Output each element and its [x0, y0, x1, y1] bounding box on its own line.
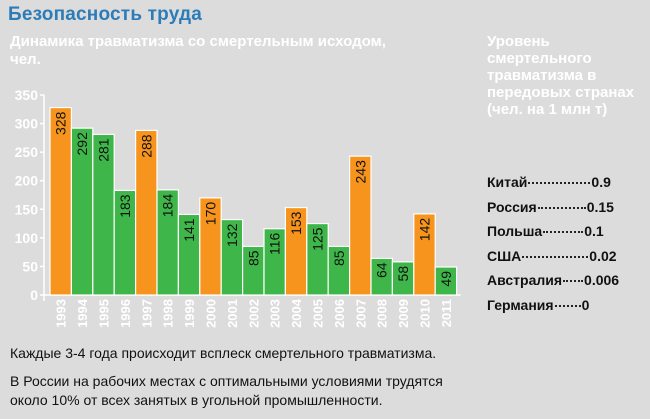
bar-value-label: 58 — [395, 266, 411, 282]
leader-dots — [537, 206, 586, 209]
rate-item-poland: Польша 0.1 — [487, 223, 647, 248]
rate-item-china: Китай 0.9 — [487, 174, 647, 199]
bar-value-label: 141 — [181, 218, 197, 242]
rate-country: Австралия — [487, 272, 563, 289]
rate-country: Германия — [487, 296, 554, 313]
chart-title: Динамика травматизма со смертельным исхо… — [10, 33, 386, 68]
rate-value: 0.9 — [591, 174, 611, 190]
bar-value-label: 142 — [417, 218, 433, 242]
x-tick-label: 2005 — [311, 299, 326, 328]
y-tick-label: 100 — [15, 230, 39, 246]
x-tick-label: 1995 — [97, 299, 112, 328]
rate-item-russia: Россия 0.15 — [487, 199, 647, 224]
x-tick-label: 1993 — [54, 299, 69, 328]
y-tick-label: 50 — [22, 258, 38, 274]
y-tick-label: 350 — [15, 87, 39, 103]
rate-item-germany: Германия 0 — [487, 297, 647, 322]
leader-dots — [528, 182, 591, 184]
bar-value-label: 292 — [74, 132, 90, 156]
x-tick-label: 2009 — [396, 299, 411, 328]
rate-value: 0.15 — [586, 198, 614, 215]
bar-value-label: 125 — [310, 227, 326, 251]
x-tick-label: 2006 — [332, 299, 347, 328]
leader-dots — [543, 231, 584, 234]
rate-country: Россия — [487, 198, 537, 215]
bar-value-label: 153 — [288, 211, 304, 235]
leader-dots — [554, 304, 581, 307]
bar — [434, 266, 458, 296]
bar-value-label: 184 — [160, 194, 176, 218]
leader-dots — [563, 280, 584, 283]
x-tick-label: 2004 — [289, 298, 304, 328]
bar-value-label: 288 — [138, 134, 154, 158]
rate-value: 0.02 — [589, 247, 617, 264]
x-tick-label: 1997 — [139, 299, 154, 328]
x-tick-label: 2008 — [375, 299, 390, 328]
bar-value-label: 64 — [374, 262, 390, 278]
x-tick-label: 1996 — [118, 299, 133, 328]
x-tick-label: 2003 — [268, 299, 283, 328]
side-title: Уровень смертельного травматизма в перед… — [487, 33, 635, 118]
bar-value-label: 183 — [117, 194, 133, 218]
bar-value-label: 132 — [224, 223, 240, 247]
bar — [349, 155, 372, 296]
bar-value-label: 243 — [352, 160, 368, 184]
x-tick-label: 2002 — [246, 299, 261, 328]
y-tick-label: 0 — [30, 287, 38, 303]
rate-item-usa: США 0.02 — [487, 248, 647, 273]
y-tick-label: 300 — [15, 116, 39, 132]
fatality-bar-chart: 0 50 100 150 200 250 300 350 328 1993 292 1994 281 19… — [15, 87, 461, 328]
rate-item-australia: Австралия 0.006 — [487, 272, 647, 297]
x-tick-label: 2010 — [418, 299, 433, 328]
note-surge: Каждые 3-4 года происходит всплеск смерт… — [10, 345, 437, 361]
x-tick-label: 2001 — [225, 299, 240, 328]
bar-value-label: 85 — [331, 250, 347, 266]
y-tick-label: 250 — [15, 144, 39, 160]
bar-value-label: 170 — [203, 202, 219, 226]
rate-country: США — [487, 247, 522, 264]
rate-country: Китай — [487, 174, 528, 190]
y-tick-label: 200 — [15, 173, 39, 189]
x-tick-label: 2000 — [204, 299, 219, 328]
bar — [413, 213, 436, 296]
rate-value: 0.1 — [584, 223, 604, 240]
x-tick-label: 2011 — [439, 299, 454, 327]
rate-value: 0.006 — [584, 272, 620, 289]
bar-value-label: 328 — [53, 111, 69, 135]
bar-value-label: 281 — [96, 138, 112, 162]
page-title: Безопасность труда — [8, 4, 203, 25]
leader-dots — [522, 255, 589, 258]
x-tick-label: 2007 — [353, 299, 368, 328]
bar-value-label: 116 — [267, 233, 283, 256]
bar-value-label: 85 — [245, 250, 261, 266]
rate-value: 0 — [581, 296, 590, 313]
rate-country: Польша — [487, 223, 543, 240]
x-tick-label: 1994 — [75, 298, 90, 328]
x-tick-label: 1999 — [182, 299, 197, 328]
y-tick-label: 150 — [15, 201, 39, 217]
rates-list: Китай 0.9 Россия 0.15 Польша 0.1 США 0.0… — [487, 174, 647, 322]
note-optimal-conditions: В России на рабочих местах с оптимальным… — [10, 373, 443, 408]
x-tick-label: 1998 — [161, 299, 176, 328]
bar-value-label: 49 — [438, 271, 454, 287]
